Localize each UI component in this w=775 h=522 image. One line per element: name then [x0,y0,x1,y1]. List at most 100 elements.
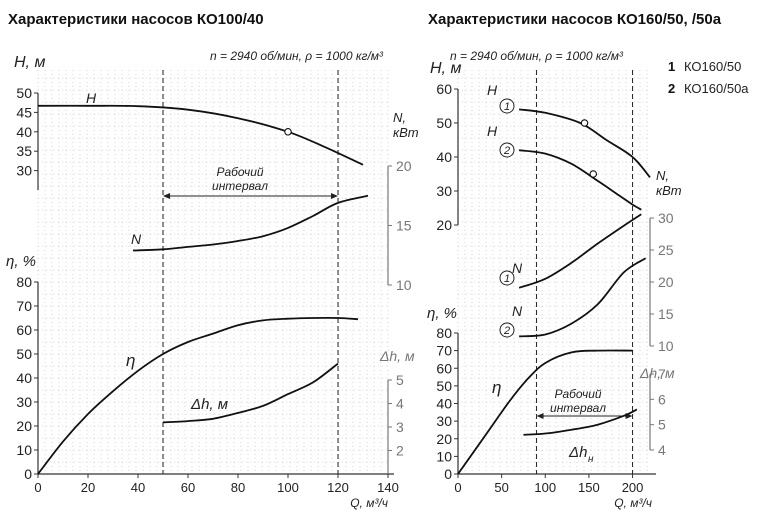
y-tick-label-dh: 4 [658,442,666,458]
y-tick-label-N: 30 [658,210,674,226]
y-tick-label-eta: 0 [24,466,32,482]
x-tick-label: 0 [34,480,41,495]
y-tick-label-eta: 50 [436,378,452,394]
y-tick-label-eta: 20 [16,418,32,434]
y-tick-label-eta: 10 [436,448,452,464]
curve-number: 1 [504,273,510,285]
y-tick-label-dh: 5 [396,372,404,388]
working-range-arrowhead-left [163,193,170,199]
y-axis-title-eta: η, % [427,305,457,322]
curve-label-eta: η [126,351,135,370]
working-range-label-2: интервал [212,179,268,193]
y-tick-label-H: 60 [436,81,452,97]
y-tick-label-dh: 5 [658,417,666,433]
y-tick-label-dh: 2 [396,443,404,459]
y-tick-label-H: 45 [16,104,32,120]
operating-conditions: n = 2940 об/мин, ρ = 1000 кг/м³ [210,49,384,63]
y-axis-title-H: H, м [430,60,461,77]
x-axis-title: Q, м³/ч [350,496,388,510]
x-tick-label: 120 [327,480,349,495]
x-tick-label: 140 [377,480,399,495]
y-tick-label-eta: 10 [16,442,32,458]
curve-H-0 [518,108,651,178]
x-tick-label: 100 [277,480,299,495]
chart-title: Характеристики насосов КО100/40 [8,11,264,28]
y-tick-label-eta: 30 [436,413,452,429]
x-tick-label: 0 [454,480,461,495]
curve-dh-5 [523,408,638,436]
y-axis-title-N: N, [393,110,406,125]
curve-label-H2: H [487,123,498,139]
curve-label-eta-2: η [492,378,501,397]
curve-number: 2 [503,325,510,337]
curve-marker [589,170,598,178]
y-tick-label-H: 50 [436,115,452,131]
curve-label-dh-sub: н [588,454,594,465]
curve-label-dh: Δh, м [190,396,228,413]
y-axis-title-dh: Δh, м [639,365,675,381]
y-tick-label-N: 15 [658,306,674,322]
curve-number: 1 [504,101,510,113]
curve-marker [580,119,589,127]
chart-2 [454,70,656,478]
curve-label-N1: N [512,260,523,276]
curve-label-dh-2: Δh [568,444,587,461]
y-axis-title-eta: η, % [6,253,36,270]
curve-N-1 [132,194,369,252]
working-range-label-1: Рабочий [216,165,263,179]
y-tick-label-eta: 50 [16,346,32,362]
y-tick-label-N: 10 [396,277,412,293]
y-tick-label-dh: 7 [658,366,666,382]
y-tick-label-N: 15 [396,218,412,234]
y-tick-label-H: 40 [16,124,32,140]
y-tick-label-eta: 40 [436,396,452,412]
x-tick-label: 20 [81,480,95,495]
y-tick-label-eta: 70 [16,298,32,314]
y-tick-label-H: 30 [16,163,32,179]
x-tick-label: 60 [181,480,195,495]
curve-eta-4 [457,349,633,475]
curve-marker [284,128,292,136]
working-range-label-4: интервал [550,401,606,415]
x-tick-label: 100 [534,480,556,495]
curve-number-circle [499,322,515,338]
y-tick-label-eta: 80 [16,274,32,290]
curve-number-circle [499,270,515,286]
chart-title: Характеристики насосов КО160/50, /50а [428,11,722,28]
curve-N-2 [518,213,642,289]
y-axis-title-N: N, [656,168,669,183]
y-tick-label-N: 20 [658,274,674,290]
y-tick-label-H: 50 [16,85,32,101]
curve-label-N: N [131,231,142,247]
y-tick-label-dh: 6 [658,391,666,407]
y-axis-title-N-unit: кВт [393,125,419,140]
x-tick-label: 150 [578,480,600,495]
curve-dh-3 [162,362,339,424]
y-axis-title-N-unit: кВт [656,183,682,198]
curve-H-1 [518,149,642,211]
y-axis-title-H: H, м [14,54,45,71]
x-tick-label: 200 [622,480,644,495]
curve-number-circle [499,98,515,114]
y-tick-label-eta: 30 [16,394,32,410]
working-range-arrowhead-left [536,413,544,419]
y-tick-label-H: 20 [436,217,452,233]
y-tick-label-dh: 3 [396,419,404,435]
legend-number: 2 [668,81,675,96]
curve-N-3 [519,257,647,338]
y-tick-label-eta: 70 [436,343,452,359]
curve-label-H1: H [487,82,498,98]
curve-eta-2 [37,316,359,475]
curve-number-circle [499,142,515,158]
y-tick-label-eta: 60 [16,322,32,338]
legend-number: 1 [668,59,675,74]
working-range-label-3: Рабочий [554,387,601,401]
y-tick-label-eta: 20 [436,431,452,447]
y-axis-title-dh: Δh, м [379,348,415,364]
y-tick-label-N: 25 [658,242,674,258]
y-tick-label-eta: 60 [436,360,452,376]
y-tick-label-eta: 0 [444,466,452,482]
y-tick-label-eta: 80 [436,325,452,341]
chart-1 [34,70,394,478]
